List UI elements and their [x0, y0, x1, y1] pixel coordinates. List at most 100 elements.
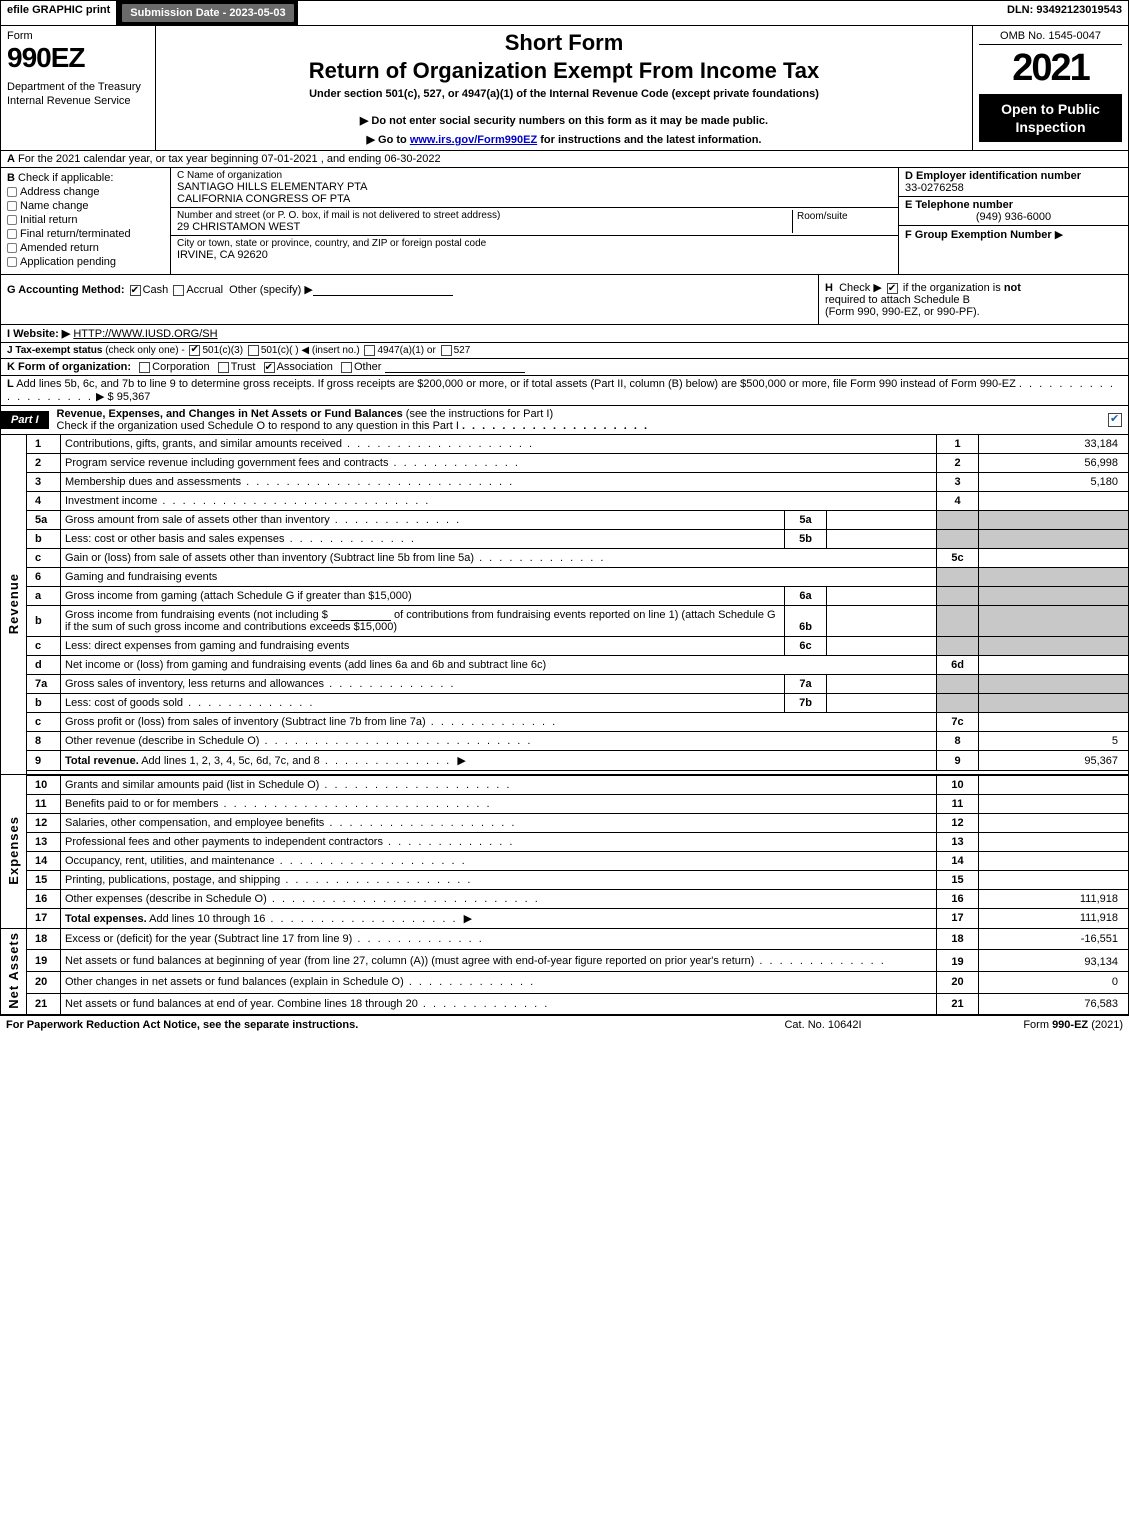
ln-sub: 5b — [785, 530, 827, 549]
chk-4947[interactable] — [364, 345, 375, 356]
ln-sub: 5a — [785, 511, 827, 530]
blank[interactable] — [331, 609, 391, 621]
chk-pending[interactable]: Application pending — [7, 256, 164, 268]
block-bcdef: B Check if applicable: Address change Na… — [0, 168, 1129, 275]
footer-left: For Paperwork Reduction Act Notice, see … — [6, 1019, 723, 1031]
ln-ref: 8 — [937, 732, 979, 751]
d: Membership dues and assessments — [65, 476, 241, 488]
d-value: 33-0276258 — [905, 182, 964, 194]
dots — [462, 420, 649, 432]
ln-amt — [979, 694, 1129, 713]
chk-amended[interactable]: Amended return — [7, 242, 164, 254]
ln-desc: Gross sales of inventory, less returns a… — [61, 675, 785, 694]
ln-amt: 111,918 — [979, 908, 1129, 928]
l-arrow: ▶ $ — [96, 391, 114, 403]
part1-header: Part I Revenue, Expenses, and Changes in… — [0, 406, 1129, 435]
efile-label[interactable]: efile GRAPHIC print — [1, 1, 118, 25]
line-6c: c Less: direct expenses from gaming and … — [1, 637, 1129, 656]
ln-desc: Total expenses. Add lines 10 through 16 … — [61, 908, 937, 928]
cat-netassets: Net Assets — [1, 928, 27, 1015]
chk-501c[interactable] — [248, 345, 259, 356]
ln-ref: 13 — [937, 832, 979, 851]
chk-corp[interactable] — [139, 362, 150, 373]
dots — [183, 697, 314, 709]
dots — [265, 913, 457, 925]
ln-num: c — [27, 549, 61, 568]
line-5c: c Gain or (loss) from sale of assets oth… — [1, 549, 1129, 568]
ln-ref: 11 — [937, 794, 979, 813]
ln-num: c — [27, 713, 61, 732]
k-other-line[interactable] — [385, 361, 525, 373]
ln-desc: Gross profit or (loss) from sales of inv… — [61, 713, 937, 732]
ln-desc: Net income or (loss) from gaming and fun… — [61, 656, 937, 675]
chk-name-change[interactable]: Name change — [7, 200, 164, 212]
col-c: C Name of organization SANTIAGO HILLS EL… — [171, 168, 898, 274]
chk-other[interactable] — [341, 362, 352, 373]
chk-cash[interactable] — [130, 285, 141, 296]
ln-amt: 111,918 — [979, 889, 1129, 908]
ln-num: c — [27, 637, 61, 656]
d: Contributions, gifts, grants, and simila… — [65, 438, 342, 450]
part1-paren: (see the instructions for Part I) — [406, 408, 553, 420]
h-block: H Check ▶ if the organization is not req… — [818, 275, 1128, 324]
footer-center: Cat. No. 10642I — [723, 1019, 923, 1031]
cat-revenue: Revenue — [1, 435, 27, 775]
cat-expenses-label: Expenses — [6, 816, 21, 885]
ln-sub: 7b — [785, 694, 827, 713]
chk-initial-return[interactable]: Initial return — [7, 214, 164, 226]
ln-amt: 95,367 — [979, 751, 1129, 771]
part1-checkbox[interactable] — [1108, 413, 1122, 427]
f-label: F Group Exemption Number — [905, 229, 1052, 241]
row-i: I Website: ▶ HTTP://WWW.IUSD.ORG/SH — [0, 325, 1129, 343]
ln-ref: 6d — [937, 656, 979, 675]
chk-trust[interactable] — [218, 362, 229, 373]
g-cash: Cash — [143, 284, 169, 296]
line-7c: c Gross profit or (loss) from sales of i… — [1, 713, 1129, 732]
h-not: not — [1004, 282, 1021, 294]
chk-accrual[interactable] — [173, 285, 184, 296]
dots — [330, 514, 461, 526]
chk-501c3[interactable] — [189, 345, 200, 356]
ln-desc: Less: cost of goods sold — [61, 694, 785, 713]
website-link[interactable]: HTTP://WWW.IUSD.ORG/SH — [73, 328, 217, 340]
ln-subval — [827, 694, 937, 713]
ln-desc: Investment income — [61, 492, 937, 511]
ln-amt — [979, 637, 1129, 656]
form-label: Form — [7, 30, 149, 42]
ln-num: 8 — [27, 732, 61, 751]
dots — [280, 874, 472, 886]
ln-num: b — [27, 530, 61, 549]
d: Net assets or fund balances at end of ye… — [65, 998, 418, 1010]
label-a: A — [7, 153, 15, 165]
ln-subval — [827, 587, 937, 606]
ln-subval — [827, 530, 937, 549]
line-3: 3 Membership dues and assessments 3 5,18… — [1, 473, 1129, 492]
ln-ref: 19 — [937, 950, 979, 972]
ln-sub: 6a — [785, 587, 827, 606]
ln-num: 3 — [27, 473, 61, 492]
ln-ref — [937, 694, 979, 713]
g-other-line[interactable] — [313, 284, 453, 296]
line-20: 20 Other changes in net assets or fund b… — [1, 971, 1129, 993]
ln-amt — [979, 530, 1129, 549]
irs-link[interactable]: www.irs.gov/Form990EZ — [410, 134, 537, 146]
chk-assoc[interactable] — [264, 362, 275, 373]
ln-num: 9 — [27, 751, 61, 771]
line-13: 13 Professional fees and other payments … — [1, 832, 1129, 851]
top-bar: efile GRAPHIC print Submission Date - 20… — [0, 0, 1129, 26]
submission-date: Submission Date - 2023-05-03 — [120, 2, 295, 24]
b-title: Check if applicable: — [18, 172, 113, 184]
ln-amt — [979, 775, 1129, 795]
chk-final-return[interactable]: Final return/terminated — [7, 228, 164, 240]
chk-address-change[interactable]: Address change — [7, 186, 164, 198]
chk-h[interactable] — [887, 283, 898, 294]
d: Salaries, other compensation, and employ… — [65, 817, 324, 829]
org-city: IRVINE, CA 92620 — [177, 249, 486, 261]
footer: For Paperwork Reduction Act Notice, see … — [0, 1015, 1129, 1034]
dots — [319, 779, 511, 791]
ln-ref: 14 — [937, 851, 979, 870]
ln-amt — [979, 794, 1129, 813]
j-d: 527 — [454, 345, 471, 356]
tax-year: 2021 — [979, 47, 1122, 90]
chk-527[interactable] — [441, 345, 452, 356]
